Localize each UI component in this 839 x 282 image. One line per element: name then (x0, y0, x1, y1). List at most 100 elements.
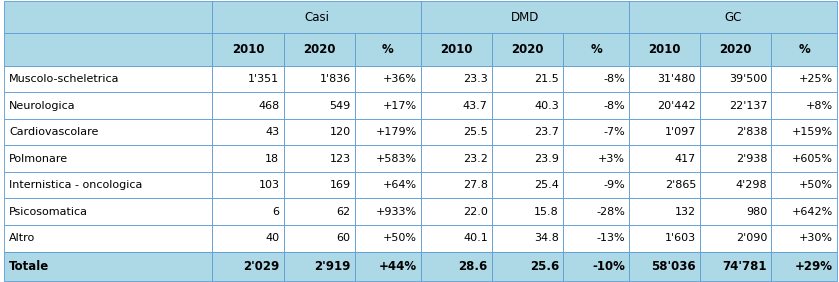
Bar (284, 199, 355, 225)
Bar (771, 199, 837, 225)
Bar (629, 66, 701, 92)
Text: +17%: +17% (383, 101, 416, 111)
Text: -8%: -8% (603, 74, 625, 84)
Bar (212, 199, 284, 225)
Text: %: % (382, 43, 393, 56)
Bar (4, 92, 212, 119)
Bar (284, 146, 355, 172)
Text: 28.6: 28.6 (458, 260, 487, 273)
Text: 169: 169 (330, 180, 351, 190)
Text: 1'603: 1'603 (664, 233, 696, 243)
Text: +64%: +64% (383, 180, 416, 190)
Bar (355, 252, 420, 281)
Bar (492, 146, 563, 172)
Text: 2020: 2020 (511, 43, 544, 56)
Bar (771, 225, 837, 252)
Bar (629, 33, 701, 66)
Text: 23.3: 23.3 (463, 74, 487, 84)
Bar (701, 146, 771, 172)
Text: 123: 123 (330, 154, 351, 164)
Text: +933%: +933% (375, 207, 416, 217)
Bar (563, 199, 629, 225)
Text: 39'500: 39'500 (729, 74, 767, 84)
Text: GC: GC (725, 11, 742, 24)
Text: +36%: +36% (383, 74, 416, 84)
Text: 2'029: 2'029 (243, 260, 279, 273)
Text: 31'480: 31'480 (658, 74, 696, 84)
Text: 23.9: 23.9 (534, 154, 559, 164)
Text: 18: 18 (265, 154, 279, 164)
Text: 120: 120 (330, 127, 351, 137)
Bar (420, 146, 492, 172)
Bar (284, 252, 355, 281)
Text: 43: 43 (265, 127, 279, 137)
Text: +30%: +30% (799, 233, 833, 243)
Text: 468: 468 (258, 101, 279, 111)
Bar (771, 119, 837, 146)
Bar (284, 92, 355, 119)
Text: +159%: +159% (792, 127, 833, 137)
Text: 22.0: 22.0 (463, 207, 487, 217)
Text: 27.8: 27.8 (463, 180, 487, 190)
Bar (629, 119, 701, 146)
Bar (563, 66, 629, 92)
Text: 549: 549 (330, 101, 351, 111)
Bar (212, 66, 284, 92)
Text: 1'836: 1'836 (320, 74, 351, 84)
Text: %: % (799, 43, 810, 56)
Bar (212, 146, 284, 172)
Text: 15.8: 15.8 (534, 207, 559, 217)
Text: Internistica - oncologica: Internistica - oncologica (9, 180, 143, 190)
Text: +8%: +8% (806, 101, 833, 111)
Bar (701, 92, 771, 119)
Bar (355, 119, 420, 146)
Text: Muscolo-scheletrica: Muscolo-scheletrica (9, 74, 120, 84)
Bar (212, 252, 284, 281)
Text: 2010: 2010 (649, 43, 681, 56)
Bar (212, 172, 284, 199)
Bar (4, 225, 212, 252)
Bar (771, 146, 837, 172)
Bar (629, 225, 701, 252)
Text: 2020: 2020 (720, 43, 752, 56)
Bar (701, 33, 771, 66)
Text: 40.1: 40.1 (463, 233, 487, 243)
Bar (420, 1, 629, 33)
Text: +44%: +44% (378, 260, 416, 273)
Text: +179%: +179% (375, 127, 416, 137)
Text: 132: 132 (675, 207, 696, 217)
Bar (420, 252, 492, 281)
Bar (563, 92, 629, 119)
Bar (771, 252, 837, 281)
Text: -10%: -10% (592, 260, 625, 273)
Text: -7%: -7% (603, 127, 625, 137)
Text: 25.5: 25.5 (463, 127, 487, 137)
Text: -9%: -9% (603, 180, 625, 190)
Text: +50%: +50% (383, 233, 416, 243)
Text: +642%: +642% (792, 207, 833, 217)
Bar (212, 33, 284, 66)
Text: 2010: 2010 (232, 43, 264, 56)
Bar (563, 119, 629, 146)
Bar (355, 146, 420, 172)
Bar (701, 225, 771, 252)
Bar (4, 252, 212, 281)
Text: 25.4: 25.4 (534, 180, 559, 190)
Bar (629, 172, 701, 199)
Bar (629, 252, 701, 281)
Text: Altro: Altro (9, 233, 35, 243)
Text: 20'442: 20'442 (658, 101, 696, 111)
Text: 25.6: 25.6 (529, 260, 559, 273)
Bar (492, 119, 563, 146)
Text: 22'137: 22'137 (728, 101, 767, 111)
Bar (420, 199, 492, 225)
Text: 40.3: 40.3 (534, 101, 559, 111)
Text: 58'036: 58'036 (651, 260, 696, 273)
Text: -13%: -13% (597, 233, 625, 243)
Bar (629, 92, 701, 119)
Text: Neurologica: Neurologica (9, 101, 76, 111)
Text: 74'781: 74'781 (722, 260, 767, 273)
Bar (212, 119, 284, 146)
Bar (563, 33, 629, 66)
Bar (4, 1, 212, 33)
